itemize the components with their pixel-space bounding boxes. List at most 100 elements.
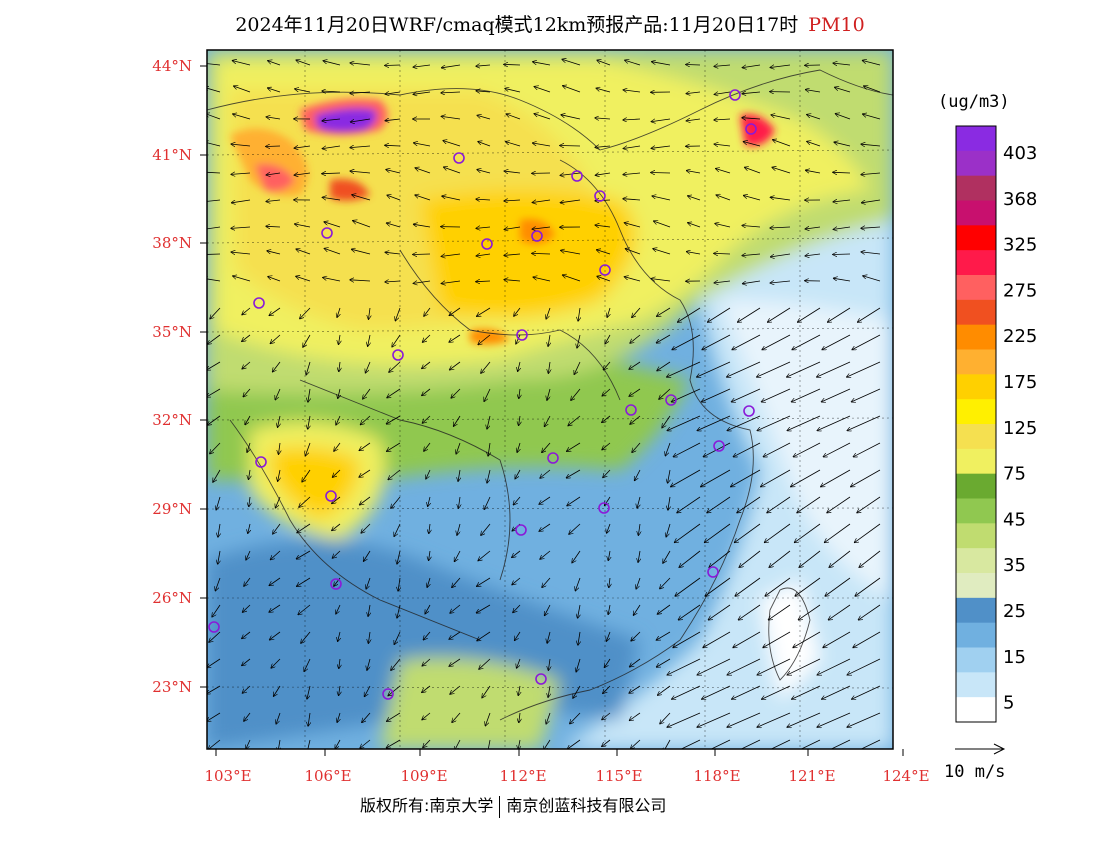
- wind-arrow: [484, 388, 491, 401]
- wind-arrow: [540, 469, 551, 478]
- wind-arrow: [560, 173, 581, 175]
- wind-arrow: [697, 415, 731, 431]
- wind-arrow: [533, 200, 551, 203]
- wind-arrow: [561, 251, 581, 255]
- wind-arrow: [762, 685, 791, 699]
- colorbar-label: 368: [1003, 189, 1037, 210]
- lat-label-44: 44°N: [152, 57, 192, 75]
- wind-arrow: [561, 115, 581, 120]
- wind-arrow: [675, 577, 701, 596]
- wind-arrow: [266, 200, 281, 202]
- colorbar-label: 75: [1003, 464, 1026, 485]
- wind-arrow: [709, 604, 731, 620]
- wind-arrow: [795, 523, 821, 542]
- wind-arrow: [562, 59, 581, 66]
- colorbar-swatch: [956, 548, 996, 574]
- wind-arrow: [657, 631, 671, 640]
- city-marker: [453, 152, 465, 164]
- wind-arrow: [387, 223, 401, 228]
- wind-arrow: [442, 64, 461, 68]
- colorbar-label: 45: [1003, 509, 1026, 530]
- wind-arrow: [630, 712, 641, 720]
- wind-arrow: [629, 388, 641, 396]
- wind-arrow: [567, 496, 581, 506]
- wind-arrow: [441, 254, 461, 256]
- wind-arrow: [625, 223, 641, 228]
- wind-arrow: [385, 145, 401, 146]
- wind-arrow: [215, 577, 221, 591]
- colorbar-swatch: [956, 697, 996, 723]
- wind-arrow: [577, 334, 581, 348]
- wind-arrow: [332, 496, 341, 503]
- wind-arrow: [727, 712, 761, 727]
- wind-arrow: [368, 334, 370, 346]
- wind-arrow: [369, 307, 371, 319]
- wind-arrow: [294, 173, 311, 175]
- wind-arrow: [596, 173, 611, 175]
- wind-arrow: [632, 307, 641, 317]
- wind-arrow: [244, 712, 251, 721]
- city-marker: [547, 452, 559, 464]
- wind-arrow: [477, 604, 491, 613]
- wind-arrow: [799, 550, 821, 567]
- wind-arrow: [792, 685, 821, 699]
- colorbar: [955, 125, 997, 723]
- colorbar-swatch: [956, 597, 996, 624]
- wind-arrow: [322, 119, 341, 121]
- wind-arrow: [658, 685, 671, 695]
- wind-arrow: [506, 142, 521, 147]
- wind-arrow: [697, 712, 731, 727]
- wind-arrow: [757, 361, 791, 377]
- wind-arrow: [415, 168, 431, 174]
- wind-arrow: [301, 631, 311, 643]
- wind-arrow: [231, 144, 251, 146]
- wind-arrow: [654, 221, 671, 228]
- wind-arrow: [413, 65, 431, 67]
- wind-arrow: [307, 685, 311, 699]
- wind-arrow: [232, 199, 251, 203]
- wind-arrow: [605, 334, 611, 344]
- wind-arrow: [667, 658, 701, 675]
- wind-arrow: [422, 388, 431, 395]
- wind-arrow: [365, 685, 371, 696]
- title-main: 2024年11月20日WRF/cmaq模式12km预报产品:11月20日17时: [235, 14, 799, 36]
- wind-arrow: [806, 170, 821, 173]
- wind-arrow: [548, 361, 550, 373]
- wind-arrow: [308, 712, 310, 726]
- wind-arrow: [787, 361, 821, 377]
- wind-arrow: [299, 496, 311, 507]
- wind-arrow: [208, 415, 221, 425]
- wind-arrow: [769, 550, 791, 567]
- wind-arrow: [449, 631, 461, 639]
- wind-arrow: [388, 469, 401, 480]
- wind-arrow: [602, 712, 611, 720]
- wind-arrow: [209, 631, 221, 642]
- wind-arrow: [771, 253, 791, 257]
- wind-arrow: [542, 577, 551, 587]
- wind-arrow: [325, 249, 341, 255]
- wind-arrow: [360, 496, 371, 505]
- lat-label-35: 35°N: [152, 323, 192, 341]
- lon-label-109: 109°E: [400, 767, 447, 785]
- wind-arrow: [207, 254, 221, 255]
- wind-arrow: [791, 469, 821, 487]
- wind-arrow: [307, 739, 311, 749]
- wind-arrow: [352, 195, 371, 201]
- wind-arrow: [323, 61, 341, 66]
- wind-arrow: [415, 195, 431, 201]
- wind-arrow: [424, 442, 431, 451]
- wind-arrow: [806, 90, 821, 92]
- wind-arrow: [268, 277, 281, 282]
- wind-arrow: [485, 712, 491, 726]
- wind-arrow: [547, 631, 550, 643]
- city-marker: [481, 238, 493, 250]
- wind-arrow: [249, 469, 251, 479]
- wind-arrow: [279, 442, 281, 454]
- wind-arrow: [243, 388, 251, 397]
- city-marker: [625, 404, 637, 416]
- wind-arrow: [389, 361, 401, 372]
- wind-arrow: [623, 119, 641, 120]
- lon-label-121: 121°E: [788, 767, 835, 785]
- wind-arrow: [667, 712, 701, 727]
- wind-arrow: [563, 86, 581, 93]
